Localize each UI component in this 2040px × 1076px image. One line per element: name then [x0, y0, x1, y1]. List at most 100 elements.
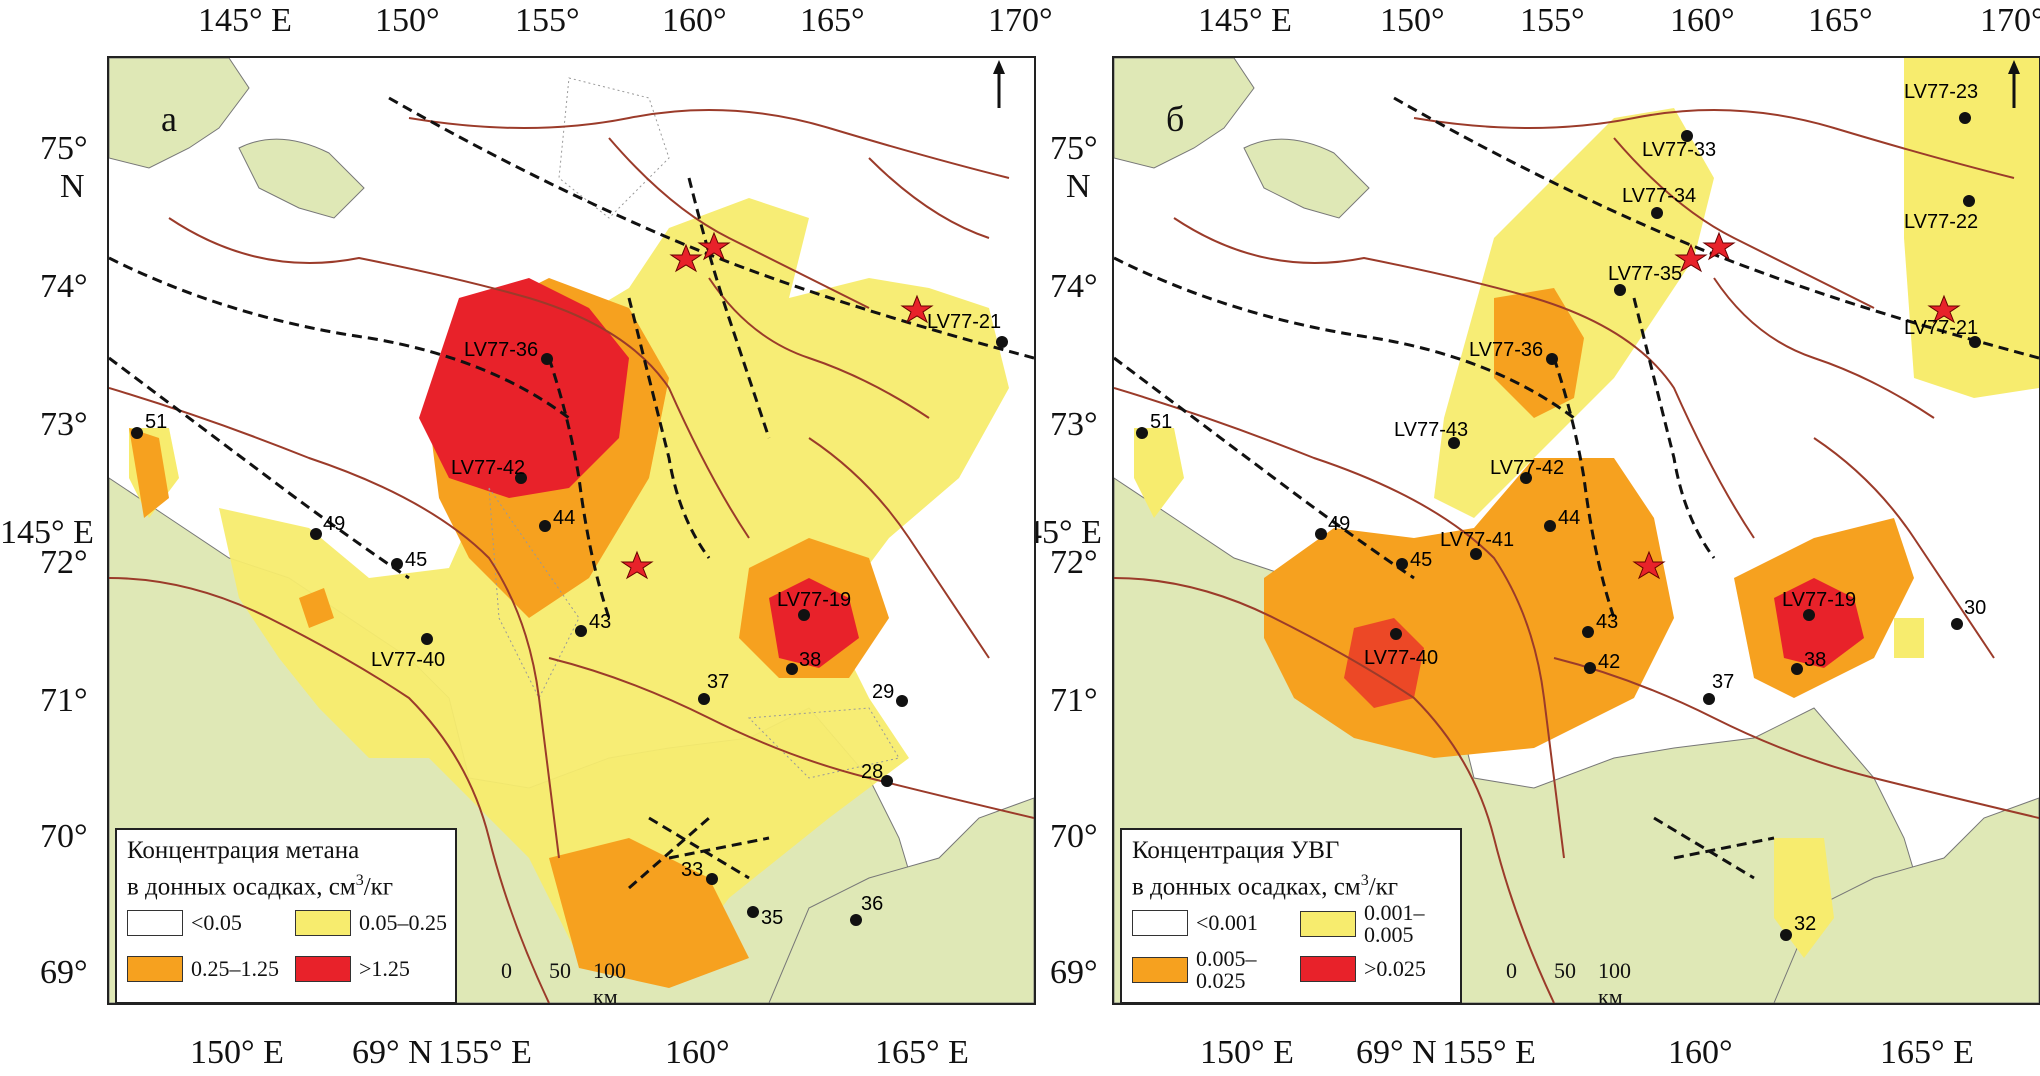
lon-label-155-b: 155° — [1520, 2, 1585, 39]
lon-label-170: 170° — [988, 2, 1053, 39]
zone-yellow-b5 — [1894, 618, 1924, 658]
svg-text:29: 29 — [872, 681, 894, 703]
svg-text:35: 35 — [761, 907, 783, 929]
station-lv77-40-a — [421, 633, 433, 645]
svg-text:45: 45 — [1410, 549, 1432, 571]
north-arrow-b — [2008, 60, 2020, 108]
lon-label-145e: 145° E — [198, 2, 292, 39]
lon-label-145e-b: 145° E — [1198, 2, 1292, 39]
svg-text:36: 36 — [861, 893, 883, 915]
dotted-band-3 — [747, 707, 900, 779]
legend-item-b-1: 0.001– 0.005 — [1300, 902, 1425, 946]
svg-text:51: 51 — [1150, 411, 1172, 433]
zone-yellow-a — [219, 198, 1009, 978]
lat-label-73: 73° — [40, 406, 88, 443]
land-north-island-b — [1114, 58, 1255, 169]
svg-text:LV77-42: LV77-42 — [1490, 457, 1564, 479]
svg-text:LV77-19: LV77-19 — [777, 589, 851, 611]
lat-label-74-b: 74° — [1050, 268, 1098, 305]
station-labels-a: LV77-36 LV77-42 44 43 45 49 51 LV77-40 3… — [145, 311, 1001, 929]
bottom-lon-155e-b: 155° E — [1442, 1034, 1536, 1071]
svg-text:49: 49 — [323, 513, 345, 535]
lat-label-71: 71° — [40, 682, 88, 719]
stations-a — [131, 336, 1008, 926]
lat-label-75-b: 75° — [1050, 130, 1098, 167]
lon-label-150-b: 150° — [1380, 2, 1445, 39]
station-lv77-42-a — [515, 472, 527, 484]
panel-letter-b: б — [1166, 99, 1185, 139]
svg-text:49: 49 — [1328, 513, 1350, 535]
faults-b — [1114, 96, 2039, 880]
legend-item-a-0: <0.05 — [127, 910, 242, 936]
station-33-a — [706, 873, 718, 885]
bottom-lon-160-b: 160° — [1668, 1034, 1733, 1071]
bottom-lat-69n-b: 69° N — [1356, 1034, 1437, 1071]
svg-text:LV77-40: LV77-40 — [1364, 647, 1438, 669]
svg-text:38: 38 — [1804, 649, 1826, 671]
svg-text:51: 51 — [145, 411, 167, 433]
zone-orange-b2 — [1494, 288, 1584, 418]
legend-item-b-2: 0.005– 0.025 — [1132, 948, 1257, 992]
bottom-lon-160: 160° — [665, 1034, 730, 1071]
svg-text:37: 37 — [707, 671, 729, 693]
lat-label-74: 74° — [40, 268, 88, 305]
legend-item-a-2: 0.25–1.25 — [127, 956, 279, 982]
svg-text:38: 38 — [799, 649, 821, 671]
svg-text:LV77-43: LV77-43 — [1394, 419, 1468, 441]
lat-label-70-b: 70° — [1050, 818, 1098, 855]
lat-label-72: 72° — [40, 544, 88, 581]
legend-title-a: Концентрация метана в донных осадках, см… — [127, 837, 394, 901]
lat-label-145e-side: 145° E — [0, 514, 94, 551]
bottom-lon-165e-b: 165° E — [1880, 1034, 1974, 1071]
land-north-island — [109, 58, 250, 169]
svg-text:43: 43 — [1596, 611, 1618, 633]
station-45-a — [391, 558, 403, 570]
lat-label-70: 70° — [40, 818, 88, 855]
land-kotelny-b — [1243, 138, 1370, 219]
scalebar-b: 0 50 100 км — [1506, 958, 1631, 1005]
legend-item-b-0: <0.001 — [1132, 910, 1258, 936]
station-38-a — [786, 663, 798, 675]
svg-text:LV77-19: LV77-19 — [1782, 589, 1856, 611]
lat-label-n: N — [60, 168, 85, 205]
station-43-a — [575, 625, 587, 637]
legend-item-a-1: 0.05–0.25 — [295, 910, 447, 936]
lat-label-69-b: 69° — [1050, 954, 1098, 991]
legend-b: Концентрация УВГ в донных осадках, см3/к… — [1120, 828, 1462, 1003]
svg-text:LV77-21: LV77-21 — [927, 311, 1001, 333]
station-37-a — [698, 693, 710, 705]
station-49-a — [310, 528, 322, 540]
bottom-lon-150e: 150° E — [190, 1034, 284, 1071]
svg-text:LV77-23: LV77-23 — [1904, 81, 1978, 103]
station-lv77-19-a — [798, 609, 810, 621]
seep-stars-a — [620, 231, 934, 580]
station-28-a — [881, 775, 893, 787]
svg-text:LV77-33: LV77-33 — [1642, 139, 1716, 161]
zone-red-a2 — [769, 578, 859, 668]
svg-text:LV77-40: LV77-40 — [371, 649, 445, 671]
bottom-lon-155e: 155° E — [438, 1034, 532, 1071]
north-arrow-a — [993, 60, 1005, 108]
zone-orange-a3 — [549, 838, 749, 988]
lat-label-71-b: 71° — [1050, 682, 1098, 719]
station-29-a — [896, 695, 908, 707]
zone-red-b1 — [1344, 618, 1424, 708]
bottom-lon-165e: 165° E — [875, 1034, 969, 1071]
svg-text:42: 42 — [1598, 651, 1620, 673]
lat-label-73-b: 73° — [1050, 406, 1098, 443]
isobaths-a — [109, 109, 1034, 1003]
lat-label-69: 69° — [40, 954, 88, 991]
svg-text:LV77-42: LV77-42 — [451, 457, 525, 479]
zone-orange-a4 — [129, 428, 169, 518]
land-kotelny — [238, 138, 365, 219]
station-lv77-21-a — [996, 336, 1008, 348]
lat-label-72-b: 72° — [1050, 544, 1098, 581]
zone-yellow-b3 — [1134, 428, 1184, 518]
svg-text:LV77-21: LV77-21 — [1904, 317, 1978, 339]
bottom-lon-150e-b: 150° E — [1200, 1034, 1294, 1071]
svg-text:LV77-22: LV77-22 — [1904, 211, 1978, 233]
stations-b — [1136, 112, 1981, 941]
lon-label-160: 160° — [662, 2, 727, 39]
svg-text:44: 44 — [553, 507, 575, 529]
legend-item-a-3: >1.25 — [295, 956, 410, 982]
